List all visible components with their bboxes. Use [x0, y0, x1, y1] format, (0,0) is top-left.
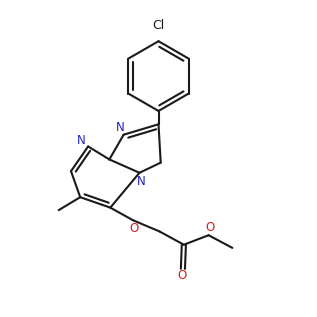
- Text: N: N: [116, 121, 125, 134]
- Text: N: N: [137, 175, 146, 188]
- Text: O: O: [178, 269, 187, 282]
- Text: O: O: [205, 221, 214, 234]
- Text: Cl: Cl: [152, 19, 165, 32]
- Text: N: N: [77, 134, 86, 147]
- Text: O: O: [129, 222, 139, 235]
